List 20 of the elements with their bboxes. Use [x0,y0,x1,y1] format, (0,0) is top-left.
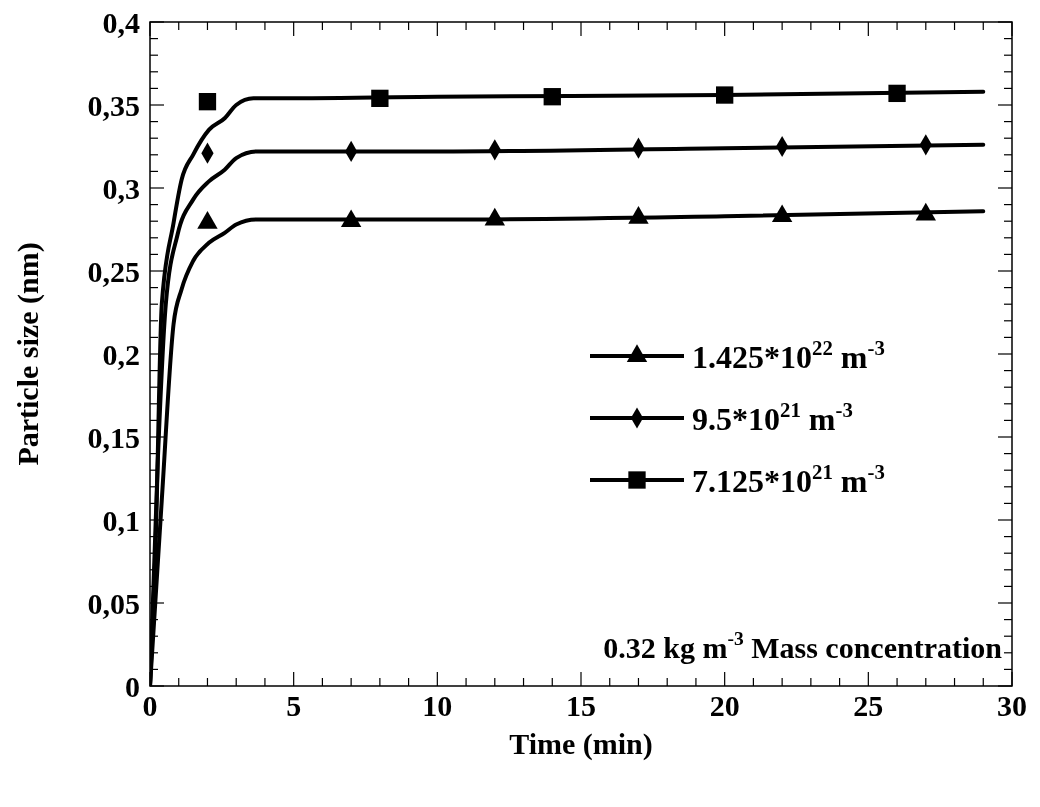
y-tick-label: 0,2 [102,337,140,371]
legend-label: 7.125*10$^{21}$ m$^{-3}$ [692,459,885,499]
y-tick-label: 0,15 [87,420,140,454]
x-tick-label: 5 [286,689,302,722]
y-tick-label: 0,1 [102,503,140,537]
y-tick-label: 0,3 [102,171,140,205]
y-tick-label: 0,35 [87,88,140,122]
x-tick-label: 20 [709,689,740,722]
x-tick-label: 15 [566,689,596,722]
x-tick-label: 10 [422,689,453,722]
y-tick-label: 0,05 [87,586,140,620]
x-tick-label: 30 [997,689,1027,722]
annotation: 0.32 kg m$^{-3}$ Mass concentration [603,628,1003,664]
x-tick-label: 25 [853,689,884,722]
legend-label: 9.5*10$^{21}$ m$^{-3}$ [692,397,853,437]
y-tick-label: 0,4 [102,5,140,39]
x-axis-title: Time (min) [509,727,653,761]
y-axis-title: Particle size (nm) [11,242,45,466]
legend-label: 1.425*10$^{22}$ m$^{-3}$ [692,335,885,375]
y-tick-label: 0,25 [87,254,140,288]
